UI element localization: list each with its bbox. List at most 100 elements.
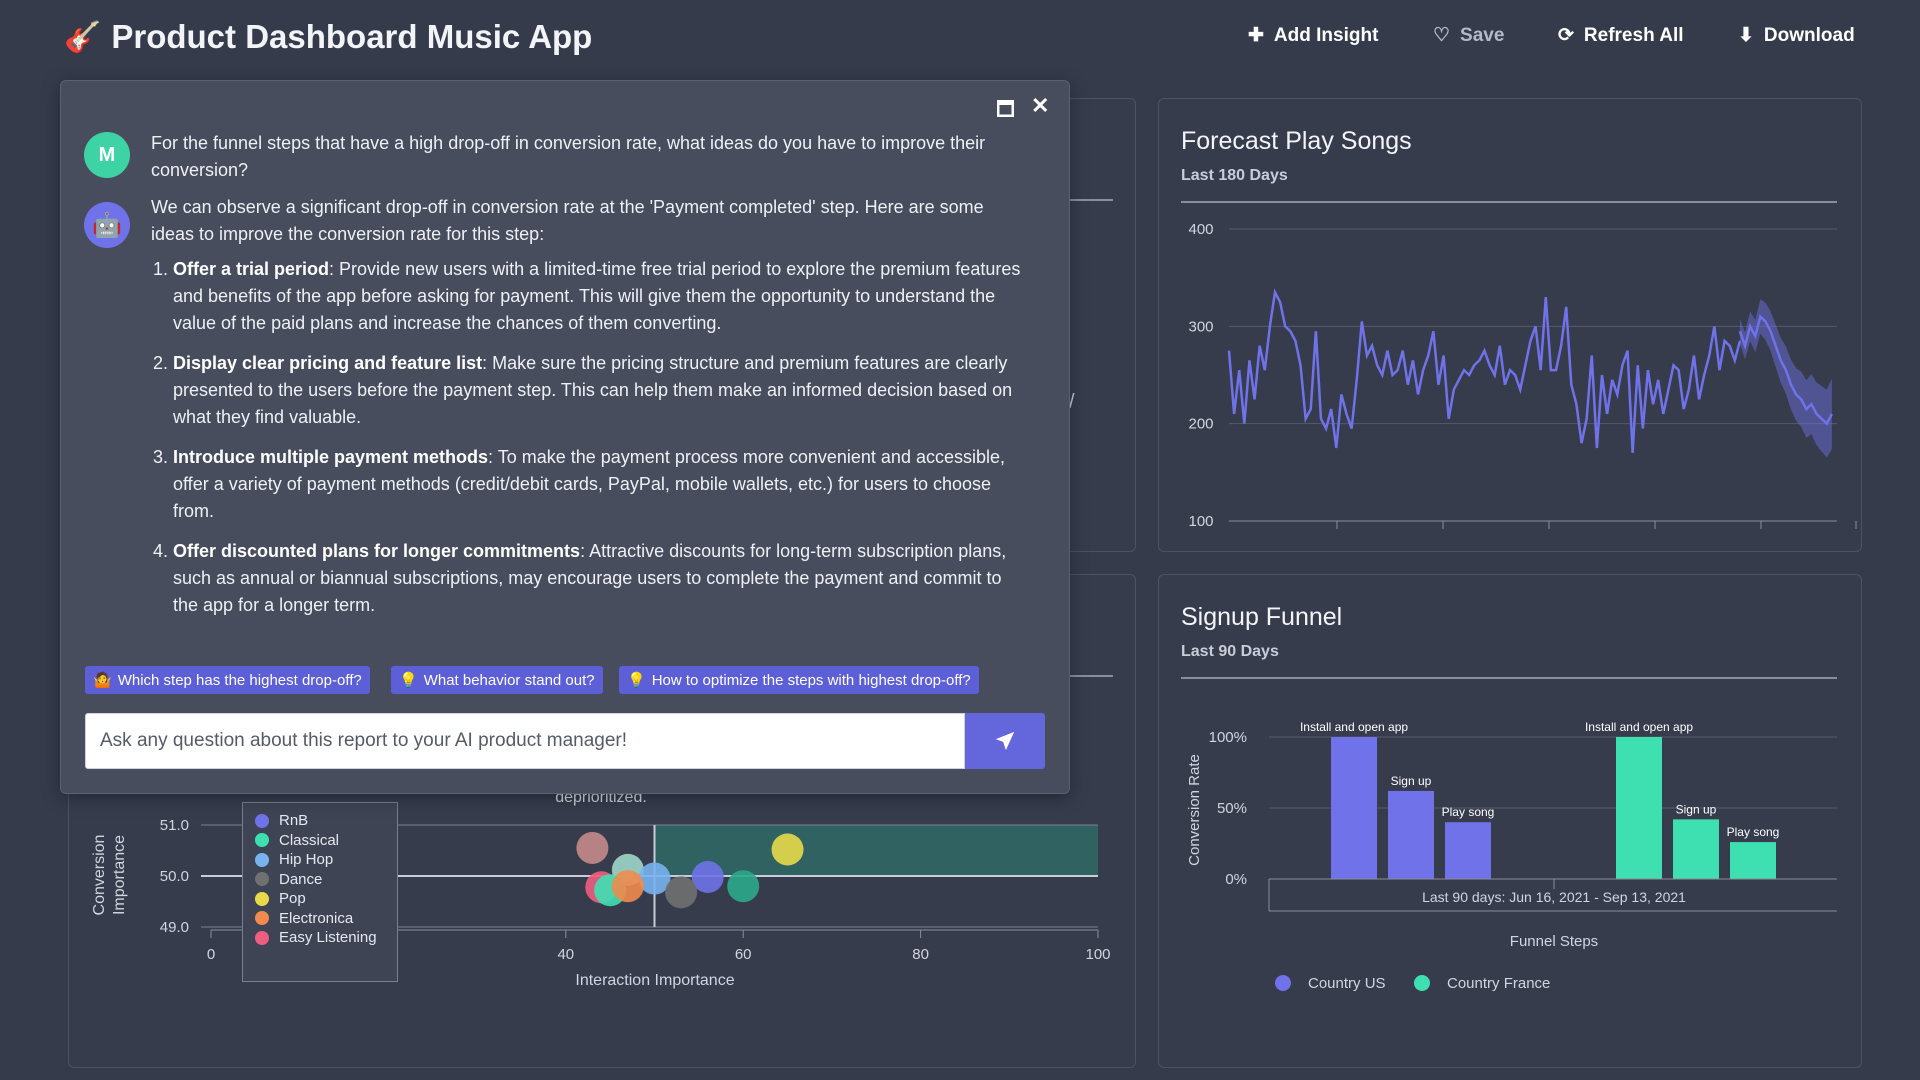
funnel-bar: [1331, 737, 1377, 879]
forecast-ytick-label: 100: [1188, 513, 1213, 530]
ai-chat-modal: 🗖 ✕ M For the funnel steps that have a h…: [60, 80, 1070, 794]
legend-item: Electronica: [255, 909, 397, 929]
funnel-ytick-label: 50%: [1217, 800, 1247, 817]
legend-swatch: [255, 911, 269, 926]
funnel-period-label: Last 90 days: Jun 16, 2021 - Sep 13, 202…: [1422, 889, 1686, 905]
forecast-ytick-label: 400: [1188, 221, 1213, 238]
suggestion-chip-optimize[interactable]: 💡 How to optimize the steps with highest…: [619, 666, 979, 694]
funnel-rule: [1181, 677, 1837, 679]
legend-swatch: [255, 930, 269, 945]
legend-label: Electronica: [279, 909, 354, 927]
download-icon: ⬇: [1738, 25, 1754, 46]
forecast-prediction-line: [1738, 314, 1833, 426]
funnel-xlabel: Funnel Steps: [1510, 933, 1598, 950]
legend-label: Easy Listening: [279, 929, 377, 947]
suggestion-label: What behavior stand out?: [423, 671, 595, 689]
funnel-bar-label: Install and open app: [1585, 720, 1693, 734]
funnel-bar-label: Sign up: [1676, 802, 1717, 816]
forecast-xtick-label: Sep 26: [1832, 538, 1859, 539]
maximize-icon[interactable]: 🗖: [996, 99, 1015, 121]
scatter-ytick-label: 49.0: [160, 919, 189, 936]
forecast-line-chart: 100 200 300 400 Jul 18 Aug 1 Aug 15 Aug 29 Sep 1…: [1188, 221, 1859, 539]
scatter-point: [638, 862, 671, 895]
idea-text: : To make the payment process more conve…: [173, 447, 1005, 521]
suggestion-label: How to optimize the steps with highest d…: [651, 671, 971, 689]
close-icon[interactable]: ✕: [1031, 93, 1050, 118]
forecast-rule: [1181, 201, 1837, 203]
scatter-point: [611, 870, 644, 903]
funnel-bar-label: Sign up: [1391, 774, 1432, 788]
funnel-bar: [1730, 842, 1776, 879]
idea-text: : Attractive discounts for long-term sub…: [173, 541, 1007, 615]
shrug-icon: 🤷: [93, 672, 112, 689]
scatter-point: [576, 831, 609, 864]
suggestion-chip-highest-dropoff[interactable]: 🤷 Which step has the highest drop-off?: [85, 666, 370, 694]
legend-item: Hip Hop: [255, 850, 397, 870]
refresh-icon: ⟳: [1558, 25, 1574, 46]
scatter-point: [771, 833, 804, 866]
user-question: For the funnel steps that have a high dr…: [151, 133, 986, 180]
forecast-xtick-label: Aug 15: [1525, 538, 1573, 539]
forecast-card: Forecast Play Songs Last 180 Days 100 200…: [1158, 98, 1862, 552]
send-button[interactable]: [965, 713, 1045, 769]
funnel-legend-marker: [1414, 975, 1430, 991]
funnel-bar-label: Play song: [1727, 825, 1780, 839]
add-insight-button[interactable]: ✚ Add Insight: [1248, 24, 1378, 47]
forecast-ytick-label: 200: [1188, 416, 1213, 433]
scatter-ytick-label: 51.0: [160, 817, 189, 834]
save-button[interactable]: ♡ Save: [1433, 24, 1504, 47]
forecast-confidence-band: [1739, 299, 1832, 458]
legend-swatch: [255, 833, 269, 848]
guitar-icon: 🎸: [64, 20, 102, 54]
forecast-subtitle: Last 180 Days: [1181, 167, 1288, 184]
lightbulb-icon: 💡: [399, 672, 418, 689]
bot-answer: We can observe a significant drop-off in…: [151, 194, 1031, 632]
lightbulb-icon: 💡: [627, 672, 646, 689]
legend-label: RnB: [279, 812, 309, 830]
page-title: Product Dashboard Music App: [111, 18, 593, 55]
funnel-legend-label: Country US: [1308, 975, 1386, 992]
heart-icon: ♡: [1433, 25, 1451, 46]
download-button[interactable]: ⬇ Download: [1738, 24, 1855, 47]
refresh-all-button[interactable]: ⟳ Refresh All: [1558, 24, 1684, 47]
forecast-ytick-label: 300: [1188, 318, 1213, 335]
scatter-ylabel-line2: Importance: [111, 835, 128, 915]
idea-item: Display clear pricing and feature list: …: [173, 350, 1031, 431]
idea-title: Offer discounted plans for longer commit…: [173, 541, 581, 561]
funnel-legend-label: Country France: [1447, 975, 1550, 992]
idea-text: : Provide new users with a limited-time …: [173, 259, 1021, 333]
legend-swatch: [255, 852, 269, 867]
forecast-xtick-label: Aug 1: [1423, 538, 1462, 539]
forecast-xtick-label: Sep 12: [1737, 538, 1785, 539]
legend-item: Classical: [255, 831, 397, 851]
legend-item: Dance: [255, 870, 397, 890]
scatter-legend: RnB Classical Hip Hop Dance Pop Electronica Ea…: [242, 802, 398, 982]
funnel-ytick-label: 100%: [1209, 729, 1247, 746]
funnel-title: Signup Funnel: [1181, 603, 1343, 631]
scatter-ytick-label: 50.0: [160, 868, 189, 885]
funnel-bar: [1388, 790, 1434, 879]
legend-swatch: [255, 813, 269, 828]
scatter-ylabel-line1: Conversion: [91, 835, 108, 916]
legend-item: Easy Listening: [255, 928, 397, 948]
ideas-list: Offer a trial period: Provide new users …: [151, 256, 1031, 619]
scatter-xtick-label: 60: [735, 946, 752, 963]
prioritized-zone: [654, 825, 1098, 876]
idea-item: Offer discounted plans for longer commit…: [173, 538, 1031, 619]
idea-title: Introduce multiple payment methods: [173, 447, 489, 467]
legend-item: Pop: [255, 889, 397, 909]
user-avatar: M: [84, 132, 130, 178]
scatter-xlabel: Interaction Importance: [575, 972, 734, 989]
scatter-point: [727, 870, 760, 903]
suggestion-chip-behavior[interactable]: 💡 What behavior stand out?: [391, 666, 603, 694]
funnel-ytick-label: 0%: [1225, 871, 1247, 888]
forecast-title: Forecast Play Songs: [1181, 127, 1412, 155]
scatter-xtick-label: 0: [207, 946, 215, 963]
funnel-bar-label: Install and open app: [1300, 720, 1408, 734]
chat-input[interactable]: [85, 713, 965, 769]
signup-funnel-card: Signup Funnel Last 90 Days 0% 50% 100% Conv…: [1158, 574, 1862, 1068]
forecast-history-line: [1227, 288, 1742, 453]
forecast-xtick-label: Aug 29: [1631, 538, 1679, 539]
suggestion-label: Which step has the highest drop-off?: [117, 671, 362, 689]
legend-label: Pop: [279, 890, 306, 908]
